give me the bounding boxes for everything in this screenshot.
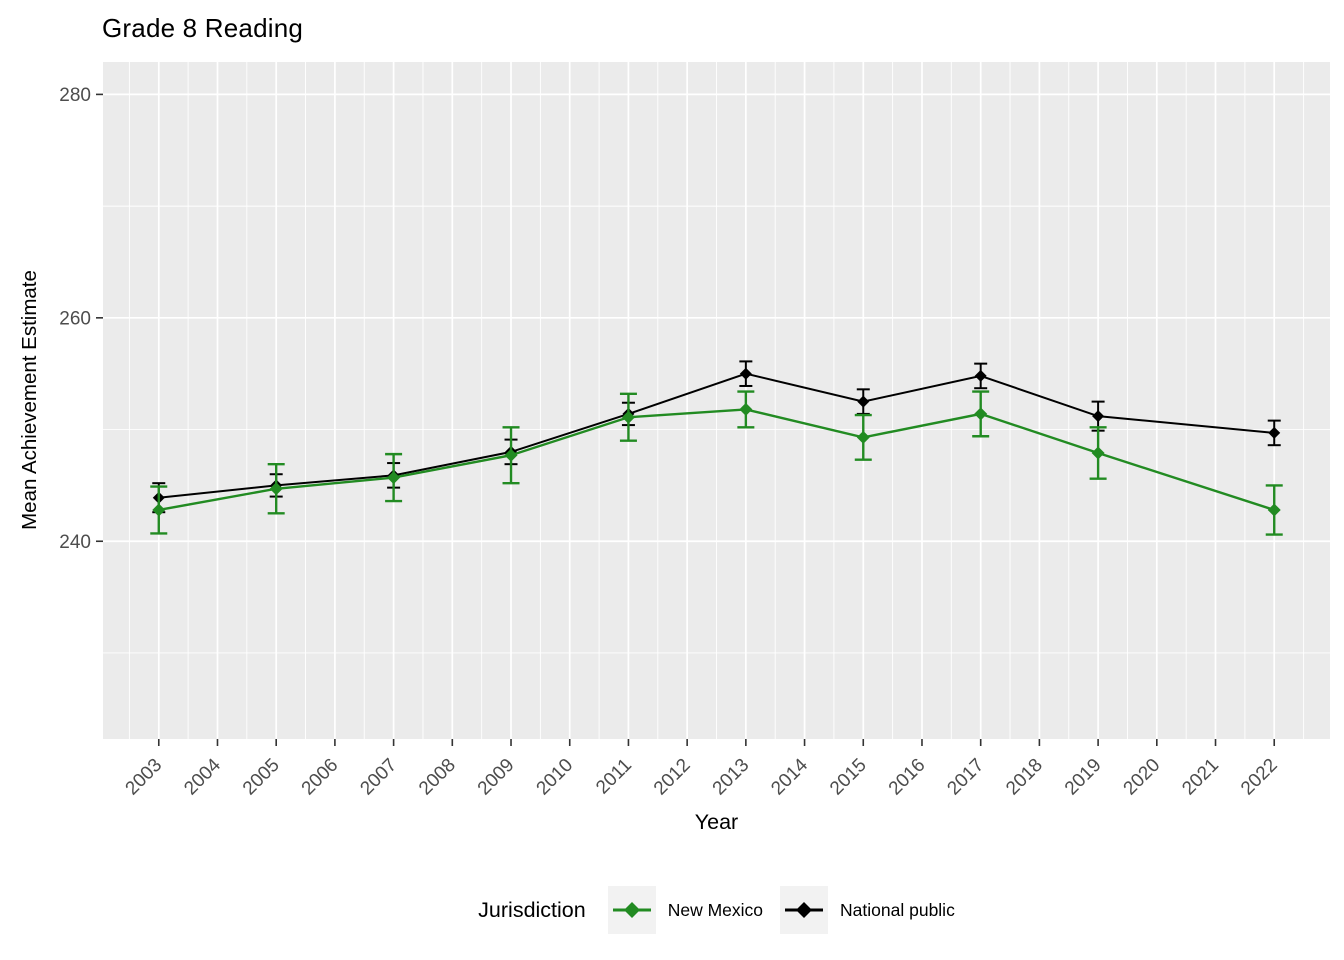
series-new-mexico xyxy=(150,390,1283,536)
x-tick-label: 2006 xyxy=(298,755,343,800)
x-tick-label: 2005 xyxy=(239,755,284,800)
legend-key-black-icon xyxy=(780,886,829,934)
y-tick-label: 240 xyxy=(59,532,91,553)
data-point-marker xyxy=(974,407,988,421)
legend-entry-national-public: National public xyxy=(780,886,955,934)
data-point-marker xyxy=(857,395,870,408)
x-tick-label: 2019 xyxy=(1061,755,1106,800)
series-line xyxy=(158,372,1275,499)
x-tick-label: 2003 xyxy=(122,755,167,800)
x-tick-label: 2017 xyxy=(943,755,988,800)
data-point-marker xyxy=(269,482,283,496)
data-point-marker xyxy=(387,471,401,485)
x-axis-title: Year xyxy=(694,810,739,834)
series-line xyxy=(158,408,1275,512)
x-tick-label: 2009 xyxy=(474,755,519,800)
x-tick-label: 2020 xyxy=(1120,755,1165,800)
legend: Jurisdiction New Mexico National public xyxy=(103,884,1330,936)
legend-entry-new-mexico: New Mexico xyxy=(607,886,764,934)
data-point-marker xyxy=(1268,426,1281,439)
legend-key-marker xyxy=(623,902,640,918)
x-tick-label: 2016 xyxy=(885,755,930,800)
y-tick-label: 260 xyxy=(59,308,91,329)
x-tick-label: 2018 xyxy=(1002,755,1047,800)
data-point-marker xyxy=(1092,410,1105,423)
data-point-marker xyxy=(152,503,166,517)
data-point-marker xyxy=(1091,446,1105,460)
data-point-marker xyxy=(739,367,752,380)
data-point-marker xyxy=(621,410,635,424)
data-point-marker xyxy=(504,448,518,462)
x-tick-label: 2008 xyxy=(415,755,460,800)
x-tick-label: 2014 xyxy=(767,754,812,799)
data-point-marker xyxy=(856,430,870,444)
legend-key-marker xyxy=(796,902,813,918)
x-tick-label: 2021 xyxy=(1178,755,1223,800)
plot-area: 240 260 280 2003 2004 2005 2006 2007 2008 2009 201… xyxy=(59,62,1330,800)
data-point-marker xyxy=(974,369,987,382)
legend-label: New Mexico xyxy=(667,899,764,920)
x-tick-label: 2013 xyxy=(709,755,754,800)
legend-title: Jurisdiction xyxy=(478,897,586,922)
x-tick-label: 2012 xyxy=(650,755,695,800)
chart-title: Grade 8 Reading xyxy=(102,13,304,43)
data-point-marker xyxy=(1267,503,1281,517)
legend-label: National public xyxy=(840,899,955,920)
x-tick-label: 2011 xyxy=(592,755,636,799)
y-tick-label: 280 xyxy=(59,85,91,106)
series-national-public xyxy=(152,360,1281,514)
data-point-marker xyxy=(739,402,753,416)
x-tick-label: 2007 xyxy=(356,755,401,800)
x-tick-label: 2010 xyxy=(533,755,578,800)
legend-key-green-icon xyxy=(607,886,656,934)
x-tick-label: 2015 xyxy=(826,755,871,800)
x-tick-label: 2022 xyxy=(1237,755,1282,800)
x-tick-label: 2004 xyxy=(180,754,225,799)
